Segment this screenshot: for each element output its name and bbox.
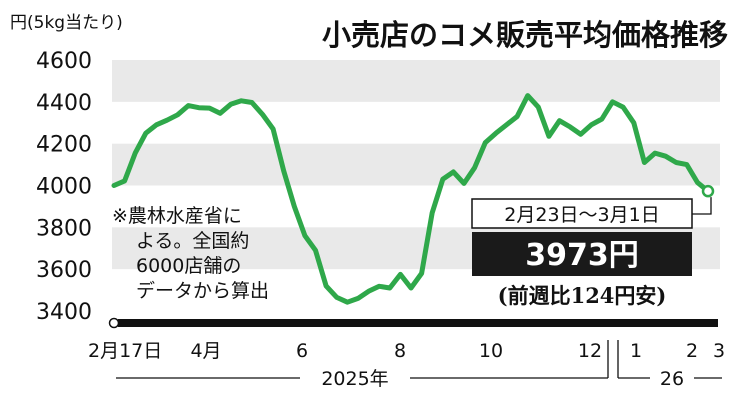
x-tick-label: 12 <box>578 340 602 362</box>
x-axis-start-marker <box>108 317 120 329</box>
callout-period: 2月23日～3月1日 <box>504 204 659 226</box>
year-label-26: 26 <box>660 368 684 390</box>
y-tick-label: 4600 <box>36 49 92 74</box>
x-axis: 2月17日 4月 6 8 10 12 1 2 3 2025年 26 <box>88 317 725 390</box>
y-tick-label: 4200 <box>36 133 92 158</box>
source-note-line: ※農林水産省に <box>112 205 242 227</box>
x-tick-label: 1 <box>630 340 642 362</box>
callout-value-box <box>472 232 692 276</box>
callout-leader-line <box>692 197 712 215</box>
y-tick-label: 4000 <box>36 175 92 200</box>
x-tick-label: 4月 <box>190 340 221 362</box>
callout-value: 3973円 <box>525 238 639 273</box>
y-axis-unit-label: 円(5kg当たり) <box>10 13 123 33</box>
year-label-2025: 2025年 <box>321 368 388 390</box>
latest-value-marker <box>701 184 715 198</box>
grid-band <box>112 143 720 186</box>
callout-weekly-change: (前週比124円安) <box>498 283 667 308</box>
x-tick-label: 2 <box>686 340 698 362</box>
x-axis-bar <box>118 319 718 327</box>
x-tick-label: 10 <box>479 340 503 362</box>
y-tick-labels: 4600 4400 4200 4000 3800 3600 3400 <box>36 49 92 325</box>
y-tick-label: 4400 <box>36 91 92 116</box>
source-note-line: よる。全国約 <box>136 230 249 252</box>
x-tick-label: 8 <box>394 340 406 362</box>
source-note-line: データから算出 <box>136 280 269 302</box>
x-tick-label: 3 <box>713 340 725 362</box>
y-tick-label: 3400 <box>36 300 92 325</box>
chart-title: 小売店のコメ販売平均価格推移 <box>322 18 728 52</box>
callout-date-box <box>471 198 693 229</box>
x-tick-labels: 2月17日 4月 6 8 10 12 1 2 3 <box>88 340 725 362</box>
y-tick-label: 3600 <box>36 258 92 283</box>
source-note-line: 6000店舗の <box>136 255 241 277</box>
y-tick-label: 3800 <box>36 216 92 241</box>
x-tick-label: 6 <box>296 340 308 362</box>
x-tick-label: 2月17日 <box>88 340 162 362</box>
price-line <box>111 93 711 305</box>
callout-box: 2月23日～3月1日 3973円 (前週比124円安) <box>471 198 693 308</box>
year-brackets: 2025年 26 <box>116 340 722 390</box>
grid-band <box>112 60 720 102</box>
